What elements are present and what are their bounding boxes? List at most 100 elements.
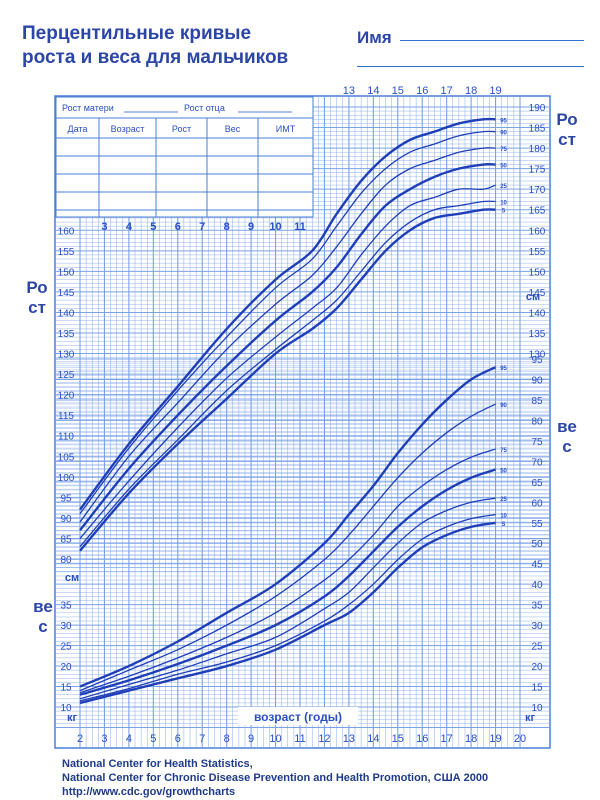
age-tick-bottom: 20 xyxy=(514,733,526,745)
age-tick-top: 14 xyxy=(367,85,379,97)
weight-tick-right: 30 xyxy=(531,621,543,632)
height-curve-p25 xyxy=(79,184,496,539)
weight-percentile-label: 10 xyxy=(500,514,507,520)
height-tick-right: 150 xyxy=(529,267,546,278)
weight-curve-p75 xyxy=(79,448,496,694)
weight-label-left: вес xyxy=(33,597,53,636)
age-tick-bottom: 4 xyxy=(126,733,132,745)
age-tick-upper: 10 xyxy=(269,221,281,233)
height-tick-right: 145 xyxy=(529,288,546,299)
height-tick-left: 110 xyxy=(58,432,74,443)
table-header-cell: Рост xyxy=(172,124,191,134)
weight-tick-right: 10 xyxy=(531,703,543,714)
age-tick-upper: 11 xyxy=(294,221,306,233)
age-tick-upper: 3 xyxy=(101,221,107,233)
height-tick-left: 95 xyxy=(60,493,72,504)
weight-percentile-label: 5 xyxy=(502,522,506,528)
weight-tick-right: 25 xyxy=(531,642,543,653)
height-curve-p75 xyxy=(79,147,496,523)
age-tick-bottom: 7 xyxy=(199,733,205,745)
age-tick-bottom: 11 xyxy=(294,733,305,745)
height-tick-left: 140 xyxy=(58,308,75,319)
axis-labels: 8085909510010511011512012513013514014515… xyxy=(58,85,546,745)
age-tick-top: 13 xyxy=(343,85,355,97)
age-tick-bottom: 8 xyxy=(224,733,230,745)
table-header-cell: Дата xyxy=(68,124,88,134)
age-tick-top: 19 xyxy=(489,85,501,97)
height-tick-left: 135 xyxy=(58,329,75,340)
weight-tick-left: 35 xyxy=(60,601,72,612)
height-tick-left: 100 xyxy=(58,473,75,484)
height-unit-right: см xyxy=(526,291,540,303)
height-tick-left: 90 xyxy=(60,514,72,525)
age-tick-bottom: 6 xyxy=(175,733,181,745)
height-tick-left: 115 xyxy=(58,411,74,422)
weight-curve-p5 xyxy=(79,521,496,705)
height-tick-right: 130 xyxy=(529,350,546,361)
age-tick-top: 17 xyxy=(441,85,453,97)
age-tick-upper: 5 xyxy=(150,221,156,233)
weight-tick-right: 15 xyxy=(531,683,543,694)
weight-curves: 5 10 25 50 75 90 95 xyxy=(79,366,508,705)
height-tick-right: 190 xyxy=(529,103,546,114)
footer-line-2: National Center for Chronic Disease Prev… xyxy=(62,772,489,784)
weight-percentile-label: 95 xyxy=(500,366,507,372)
height-tick-right: 160 xyxy=(529,226,546,237)
height-tick-left: 80 xyxy=(60,555,72,566)
age-tick-bottom: 9 xyxy=(248,733,254,745)
height-percentile-label: 25 xyxy=(500,184,507,190)
weight-tick-left: 15 xyxy=(60,683,72,694)
table-header-cell: Возраст xyxy=(111,124,145,134)
height-tick-right: 165 xyxy=(529,206,546,217)
mother-height-label: Рост матери xyxy=(62,103,114,113)
height-tick-right: 185 xyxy=(529,124,546,135)
height-percentile-label: 5 xyxy=(502,209,506,215)
height-tick-left: 150 xyxy=(58,267,75,278)
weight-percentile-label: 25 xyxy=(500,497,507,503)
weight-tick-left: 20 xyxy=(60,662,72,673)
table-header-cell: Вес xyxy=(225,124,241,134)
age-tick-top: 15 xyxy=(392,85,404,97)
height-tick-left: 105 xyxy=(58,452,75,463)
record-table xyxy=(55,96,314,218)
title-line-1: Перцентильные кривые xyxy=(22,23,252,44)
weight-curve-p50 xyxy=(79,468,496,696)
height-tick-right: 140 xyxy=(529,308,546,319)
height-tick-right: 175 xyxy=(529,165,546,176)
weight-tick-left: 30 xyxy=(60,621,72,632)
weight-unit-right: кг xyxy=(525,712,536,724)
height-unit-left: см xyxy=(65,572,79,584)
height-curve-p10 xyxy=(79,200,496,548)
weight-tick-right: 80 xyxy=(531,416,543,427)
weight-curve-p25 xyxy=(79,497,496,700)
age-tick-bottom: 12 xyxy=(318,733,330,745)
height-curve-p5 xyxy=(79,208,496,552)
weight-tick-right: 75 xyxy=(531,437,543,448)
weight-percentile-label: 50 xyxy=(500,469,507,475)
x-axis-label: возраст (годы) xyxy=(254,710,342,724)
record-table-contents: Дата Возраст Рост Вес ИМТ Рост матери Рост отц… xyxy=(56,103,313,217)
weight-tick-right: 95 xyxy=(531,355,543,366)
weight-tick-right: 60 xyxy=(531,498,543,509)
weight-tick-right: 40 xyxy=(531,580,543,591)
height-percentile-label: 10 xyxy=(500,201,507,207)
weight-tick-right: 70 xyxy=(531,457,543,468)
father-height-label: Рост отца xyxy=(184,103,225,113)
weight-tick-right: 35 xyxy=(531,601,543,612)
age-tick-bottom: 15 xyxy=(392,733,404,745)
age-tick-upper: 6 xyxy=(175,221,181,233)
weight-curve-p95 xyxy=(79,366,497,688)
weight-tick-right: 50 xyxy=(531,539,543,550)
age-tick-bottom: 16 xyxy=(416,733,428,745)
weight-curve-p90 xyxy=(79,403,496,692)
weight-tick-left: 10 xyxy=(60,703,72,714)
weight-label-right: вес xyxy=(557,417,577,456)
height-tick-right: 170 xyxy=(529,185,546,196)
age-tick-top: 18 xyxy=(465,85,477,97)
weight-tick-right: 90 xyxy=(531,375,543,386)
age-tick-upper: 8 xyxy=(224,221,230,233)
height-curve-p50 xyxy=(79,163,496,531)
height-tick-left: 155 xyxy=(58,247,75,258)
